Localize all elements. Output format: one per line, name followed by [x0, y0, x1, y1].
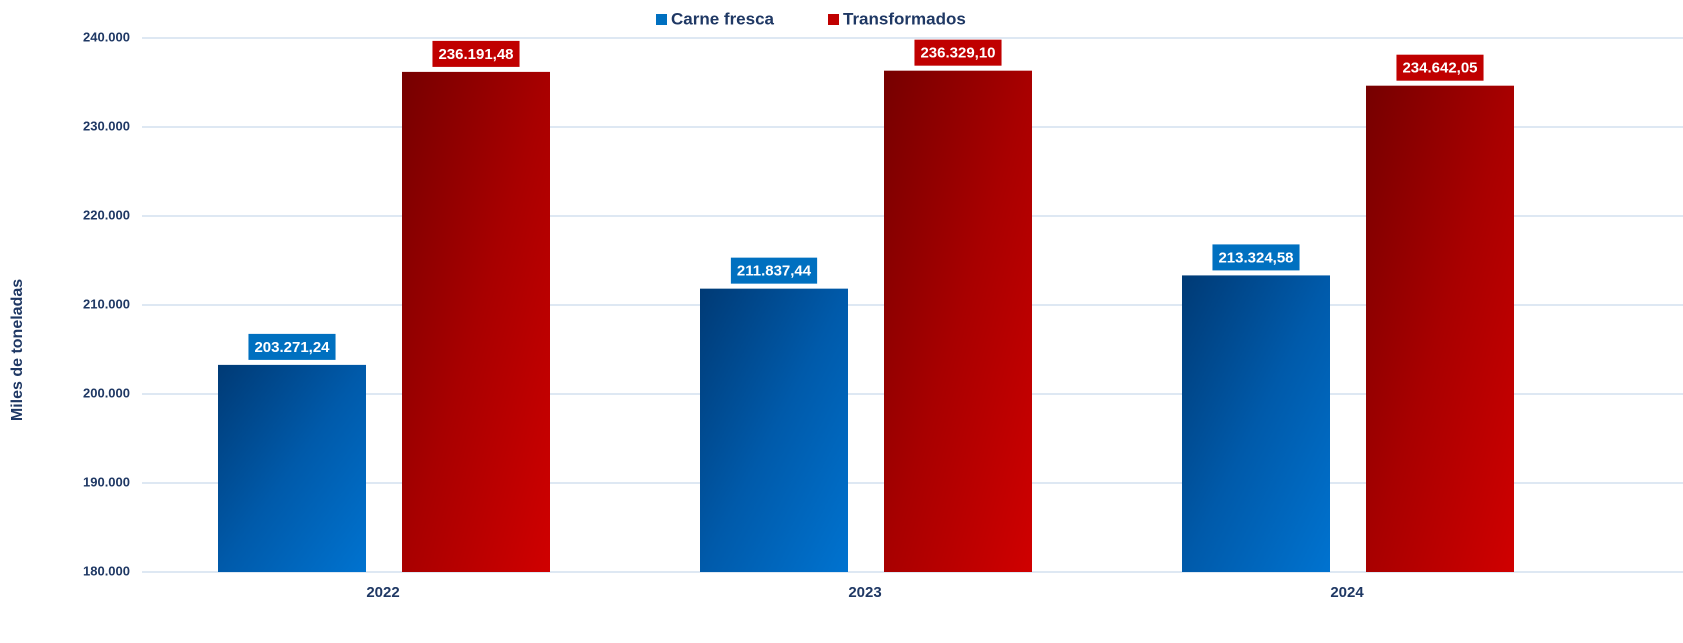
y-tick-label: 190.000 — [83, 474, 130, 489]
legend-label: Carne fresca — [671, 9, 775, 28]
y-tick-label: 230.000 — [83, 118, 130, 133]
y-axis-title: Miles de toneladas — [9, 279, 26, 421]
y-tick-label: 200.000 — [83, 385, 130, 400]
value-label: 203.271,24 — [254, 339, 330, 356]
value-label: 234.642,05 — [1402, 60, 1477, 77]
bar — [1182, 275, 1330, 572]
value-label: 211.837,44 — [737, 263, 812, 280]
value-label: 236.191,48 — [438, 46, 513, 63]
y-tick-label: 240.000 — [83, 29, 130, 44]
y-tick-label: 220.000 — [83, 207, 130, 222]
y-tick-label: 210.000 — [83, 296, 130, 311]
value-label-box — [914, 39, 1002, 66]
value-label-box — [432, 40, 520, 67]
x-tick-label: 2023 — [848, 584, 881, 601]
value-label: 236.329,10 — [920, 45, 995, 62]
value-label-box — [1396, 54, 1484, 81]
legend-swatch — [656, 14, 667, 25]
value-label-box — [730, 257, 818, 284]
bar — [700, 288, 848, 572]
bar — [1366, 85, 1514, 572]
bar — [884, 70, 1032, 572]
legend-label: Transformados — [843, 9, 966, 28]
bar — [402, 71, 550, 573]
value-label: 213.324,58 — [1218, 249, 1293, 266]
y-tick-label: 180.000 — [83, 563, 130, 578]
x-tick-label: 2024 — [1330, 584, 1364, 601]
bar — [218, 364, 366, 572]
x-tick-label: 2022 — [366, 584, 399, 601]
value-label-box — [1212, 244, 1300, 271]
legend-swatch — [828, 14, 839, 25]
value-label-box — [248, 333, 336, 360]
